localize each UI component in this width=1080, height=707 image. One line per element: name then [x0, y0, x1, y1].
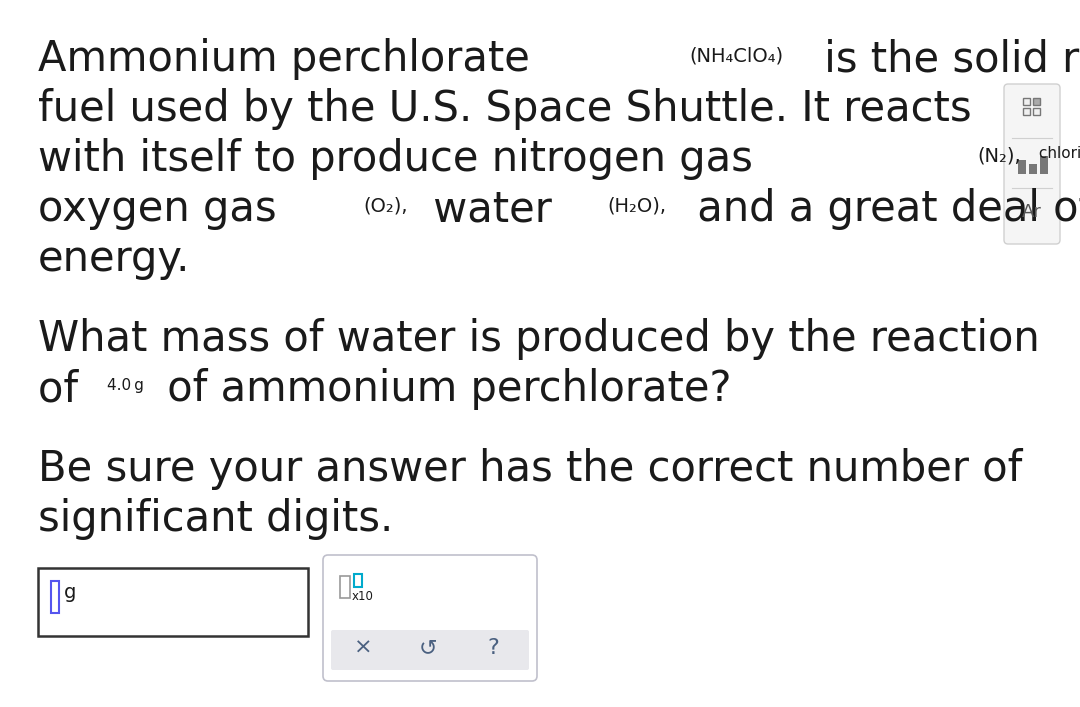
Text: g: g	[64, 583, 77, 602]
Text: is the solid rocket: is the solid rocket	[811, 38, 1080, 80]
Text: ×: ×	[353, 638, 373, 658]
Text: 4.0 g: 4.0 g	[107, 378, 144, 393]
Text: ?: ?	[487, 638, 499, 658]
FancyBboxPatch shape	[323, 555, 537, 681]
FancyBboxPatch shape	[354, 574, 362, 587]
FancyBboxPatch shape	[1004, 84, 1059, 244]
FancyBboxPatch shape	[1032, 98, 1040, 105]
FancyBboxPatch shape	[51, 581, 59, 613]
Text: What mass of water is produced by the reaction: What mass of water is produced by the re…	[38, 318, 1040, 360]
Text: energy.: energy.	[38, 238, 190, 280]
Text: Be sure your answer has the correct number of: Be sure your answer has the correct numb…	[38, 448, 1023, 490]
Text: (N₂),: (N₂),	[977, 146, 1022, 165]
Text: water: water	[420, 188, 566, 230]
Text: oxygen gas: oxygen gas	[38, 188, 289, 230]
FancyBboxPatch shape	[330, 630, 529, 670]
Text: and a great deal of: and a great deal of	[684, 188, 1080, 230]
Text: Ar: Ar	[1022, 203, 1042, 221]
Text: of: of	[38, 368, 92, 410]
FancyBboxPatch shape	[1029, 164, 1037, 174]
FancyBboxPatch shape	[1023, 98, 1030, 105]
FancyBboxPatch shape	[38, 568, 308, 636]
Text: with itself to produce nitrogen gas: with itself to produce nitrogen gas	[38, 138, 766, 180]
FancyBboxPatch shape	[340, 576, 350, 598]
FancyBboxPatch shape	[1018, 160, 1026, 174]
Text: (O₂),: (O₂),	[363, 196, 407, 215]
Text: chlorine gas (Cl₂),: chlorine gas (Cl₂),	[1034, 146, 1080, 161]
Text: Ammonium perchlorate: Ammonium perchlorate	[38, 38, 543, 80]
Text: ↺: ↺	[419, 638, 437, 658]
Text: (NH₄ClO₄): (NH₄ClO₄)	[690, 46, 784, 65]
FancyBboxPatch shape	[1040, 156, 1048, 174]
FancyBboxPatch shape	[1032, 108, 1040, 115]
Text: significant digits.: significant digits.	[38, 498, 393, 540]
FancyBboxPatch shape	[1023, 108, 1030, 115]
Text: x10: x10	[352, 590, 374, 603]
Text: fuel used by the U.S. Space Shuttle. It reacts: fuel used by the U.S. Space Shuttle. It …	[38, 88, 972, 130]
Text: (H₂O),: (H₂O),	[608, 196, 666, 215]
Text: of ammonium perchlorate?: of ammonium perchlorate?	[154, 368, 732, 410]
